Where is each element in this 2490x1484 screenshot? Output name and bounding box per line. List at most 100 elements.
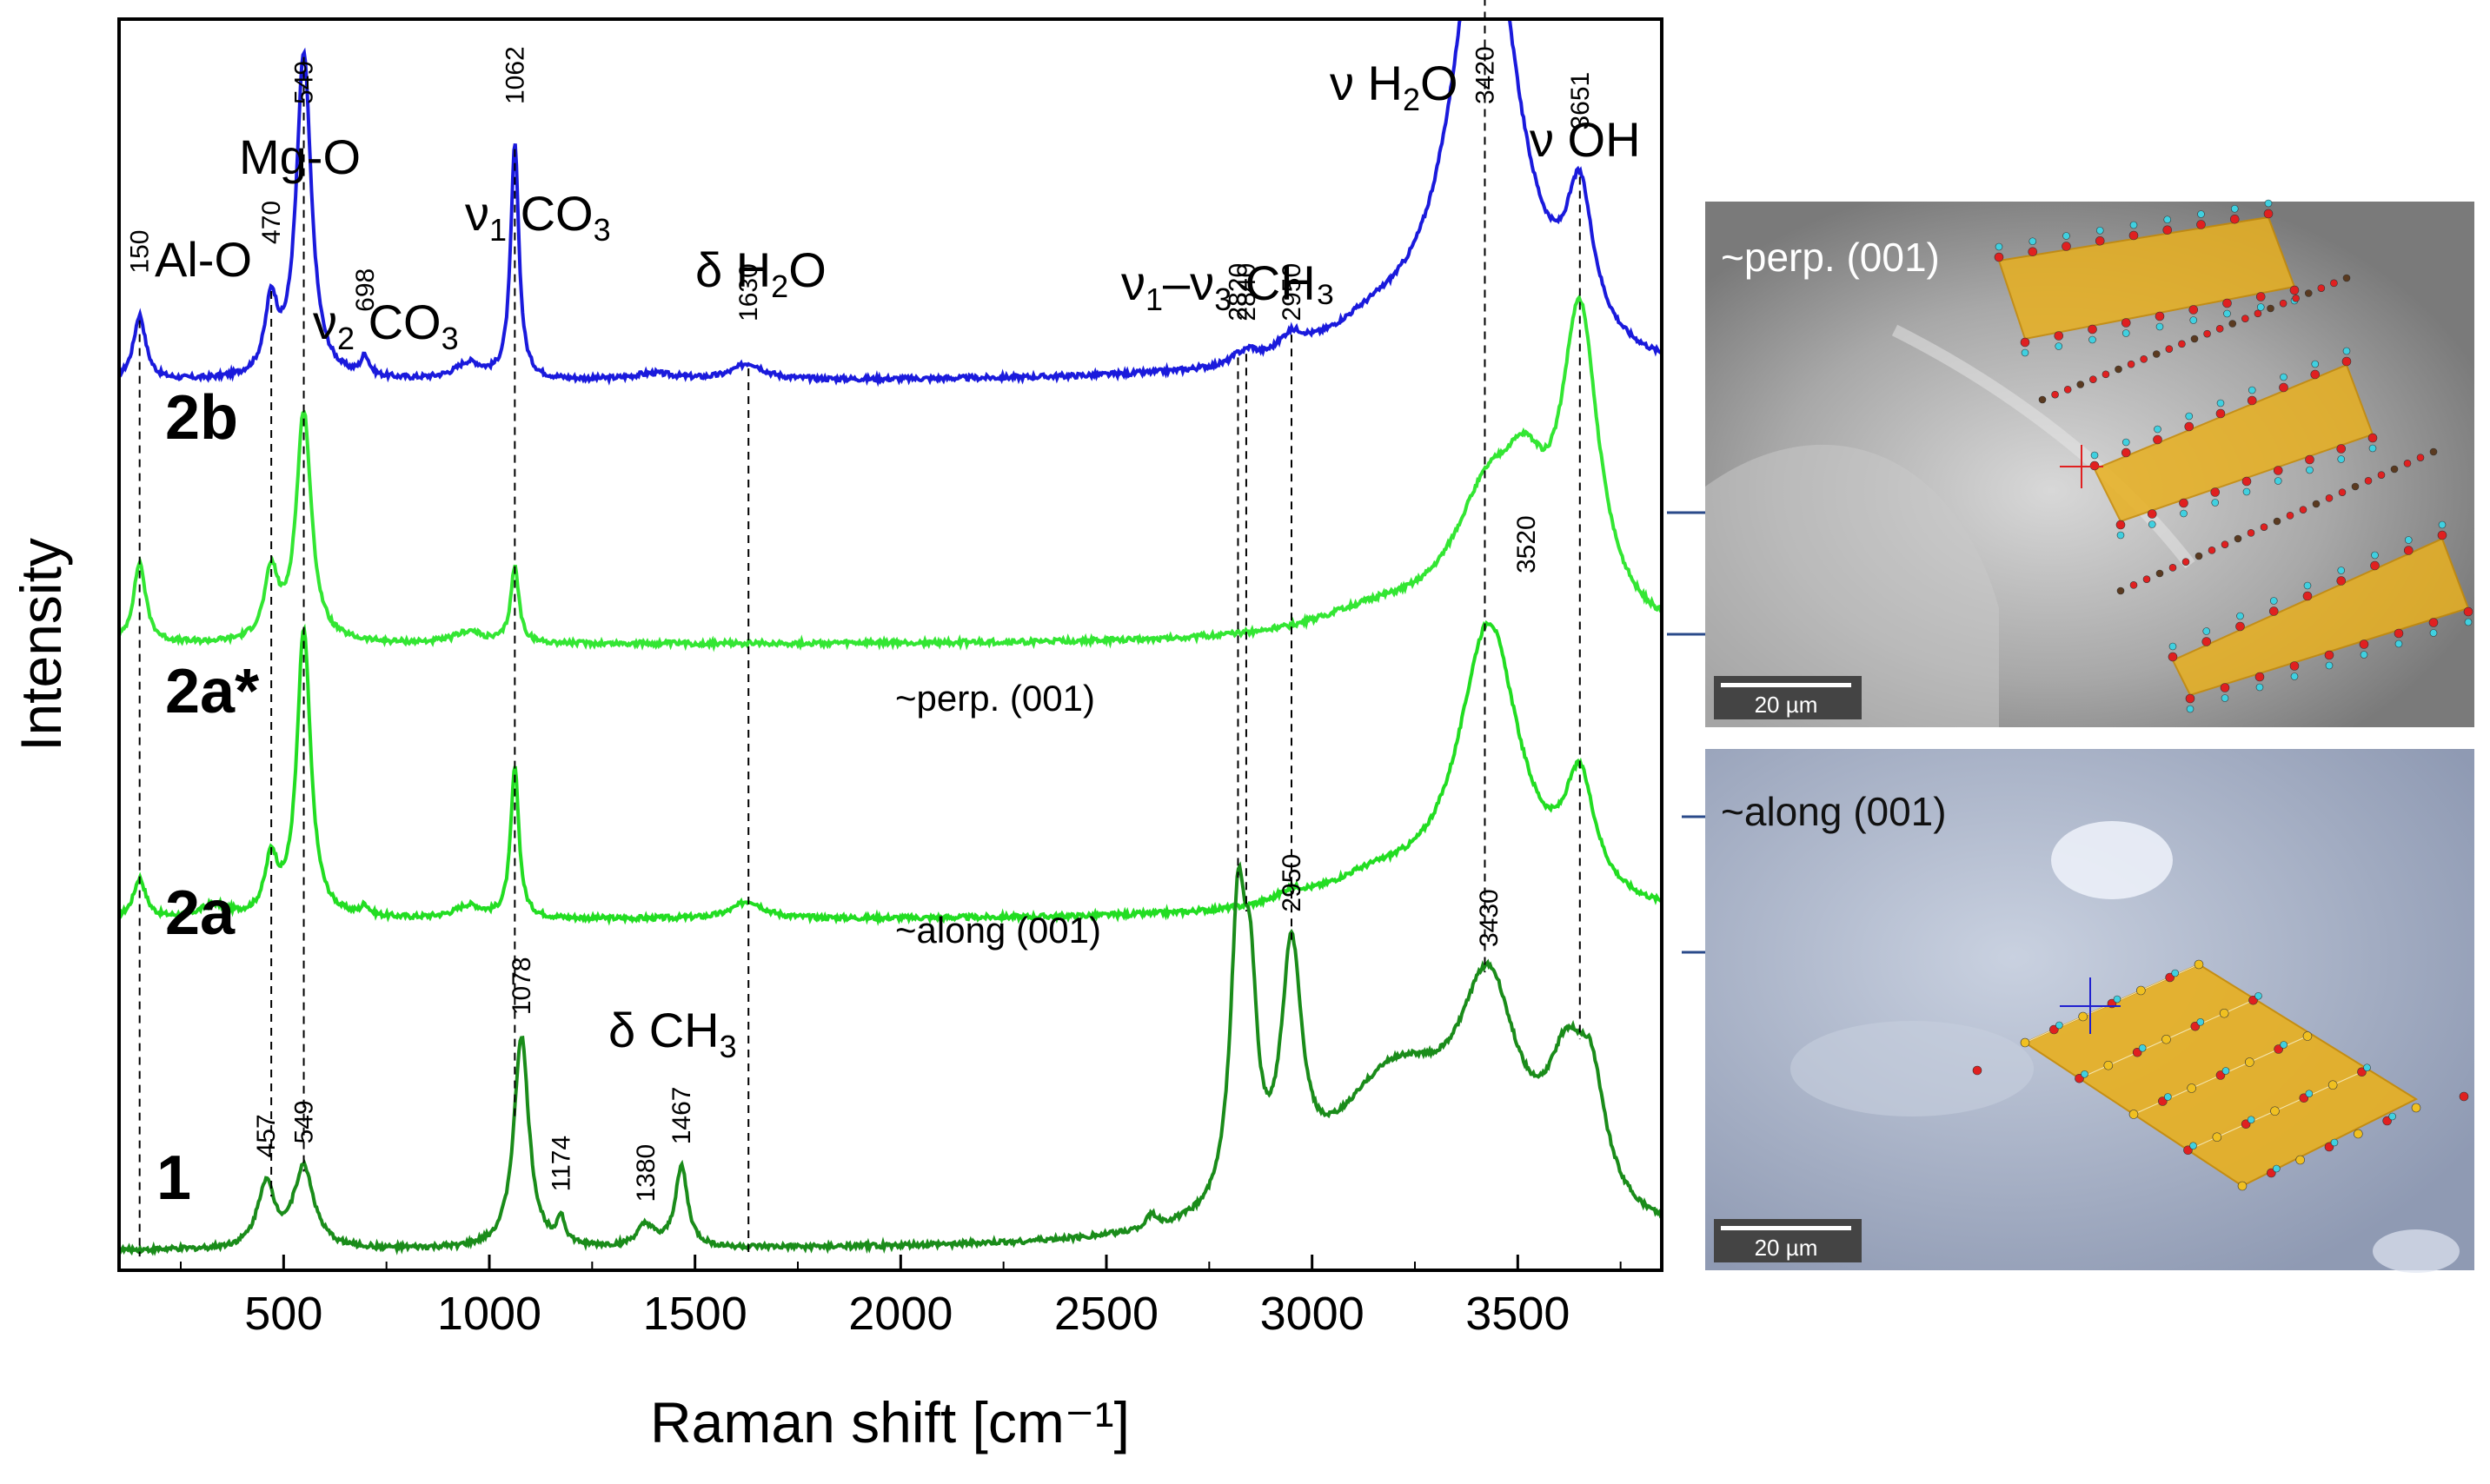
x-axis-ticks: 500 1000 1500 2000 2500 3000 3500 [180,1255,1622,1340]
hydrogen-atom [2388,1112,2396,1121]
peak-label-1174: 1174 [547,1136,575,1192]
interlayer-atom [2195,552,2203,560]
oxygen-atom [2121,447,2131,458]
hydrogen-atom [2223,309,2231,318]
oxygen-atom [2241,476,2252,487]
interlayer-atom [2377,471,2386,479]
sheet-atom [2183,1145,2193,1156]
interlayer-atom [2168,564,2177,572]
hydrogen-atom [2138,1043,2147,1052]
photo-along-label: ~along (001) [1721,789,1947,834]
sheet-atom [2299,1093,2309,1103]
y-axis-title: Intensity [9,538,73,752]
sheet-atom [2357,1067,2367,1077]
oxygen-atom [2222,298,2232,308]
oxygen-atom [2279,382,2288,393]
interlayer-atom [2129,581,2138,589]
series-line-2a* [119,294,1662,653]
hydrogen-atom [2154,425,2161,434]
hydrogen-atom [2221,694,2229,702]
interlayer-atom [2292,295,2300,302]
interlayer-atom [2247,529,2255,537]
oxygen-atom [2459,1091,2469,1102]
peak-label-150: 150 [126,230,155,274]
sheet-atom [2411,1103,2421,1113]
hydrogen-atom [2269,597,2278,605]
x-tick-label: 1000 [437,1288,541,1340]
bond [2216,1123,2247,1138]
photo-perp: ~perp. (001) 20 µm [1705,199,2474,727]
photo-perp-label: ~perp. (001) [1721,235,1940,280]
oxygen-atom [2095,235,2105,246]
bond [2191,1075,2221,1089]
x-axis-title: Raman shift [cm⁻¹] [650,1390,1130,1454]
hydrogen-atom [2055,1021,2063,1030]
oxygen-atom [2247,395,2257,406]
hydrogen-atom [2180,509,2188,518]
hydrogen-atom [2116,531,2125,540]
scale-bar-text: 20 µm [1755,1235,1818,1261]
sheet-atom [2187,1083,2196,1093]
band-label-4: δ H2O [695,242,827,304]
interlayer-atom [2338,488,2347,496]
sheet-atom [2245,1057,2254,1067]
oxygen-atom [2188,305,2199,315]
interlayer-atom [2390,465,2399,474]
hydrogen-atom [2196,1017,2205,1026]
oxygen-atom [2273,466,2283,475]
oxygen-atom [2336,576,2347,586]
hydrogen-atom [2090,451,2099,460]
interlayer-atom [2089,375,2097,383]
interlayer-atom [2416,454,2425,461]
interlayer-atom [2364,477,2373,485]
hydrogen-atom [2171,969,2179,977]
peak-label-2950: 2950 [1278,854,1306,912]
oxygen-atom [2168,652,2178,662]
hydrogen-atom [2021,348,2029,357]
crosshair-blue-icon [2060,977,2121,1034]
scale-bar [1721,683,1851,687]
peak-label-3520: 3520 [1512,515,1541,573]
bond [2274,1097,2305,1112]
orientation-label-2a: ~along (001) [895,910,1101,951]
hydrogen-atom [2311,360,2320,368]
hydrogen-atom [2325,661,2334,670]
hydrogen-atom [2186,705,2195,713]
hydrogen-atom [2273,1164,2281,1173]
oxygen-atom [2155,311,2165,321]
sheet-atom [2078,1011,2088,1022]
peak-label-1467: 1467 [667,1086,696,1144]
spectra [119,19,1662,1256]
oxygen-atom [2289,285,2300,295]
sheet-atom [2270,1106,2280,1116]
oxygen-atom [2268,606,2279,616]
interlayer-atom [2351,482,2360,491]
hydrogen-atom [2280,1041,2287,1049]
peak-label-3651: 3651 [1566,72,1595,130]
hydrogen-atom [2337,455,2346,463]
hydrogen-atom [2029,237,2037,246]
hydrogen-atom [2254,991,2262,1000]
interlayer-atom [2165,345,2174,353]
hydrogen-atom [2121,438,2130,447]
oxygen-atom [2196,220,2206,229]
sheet-atom [2020,1037,2030,1048]
hydrogen-atom [2168,642,2177,651]
sheet-atom [2132,1047,2142,1057]
oxygen-atom [2254,672,2265,682]
crystal-structure-perp [1994,199,2473,713]
oxygen-atom [2153,434,2162,445]
interlayer-atom [2155,569,2164,578]
peak-guides [138,0,1581,1257]
band-label-7: ν H2O [1330,56,1458,117]
photo-along: ~along (001) 20 µm [1705,749,2474,1273]
hydrogen-atom [2155,322,2164,331]
bond [2223,999,2254,1014]
sheet-atom [2128,1110,2139,1119]
interlayer-atom [2076,381,2085,388]
bond [2332,1071,2362,1086]
sheet-atom [2267,1168,2276,1178]
peak-label-1078: 1078 [508,957,536,1015]
hydrogen-atom [2404,536,2413,544]
interlayer-atom [2429,447,2438,456]
